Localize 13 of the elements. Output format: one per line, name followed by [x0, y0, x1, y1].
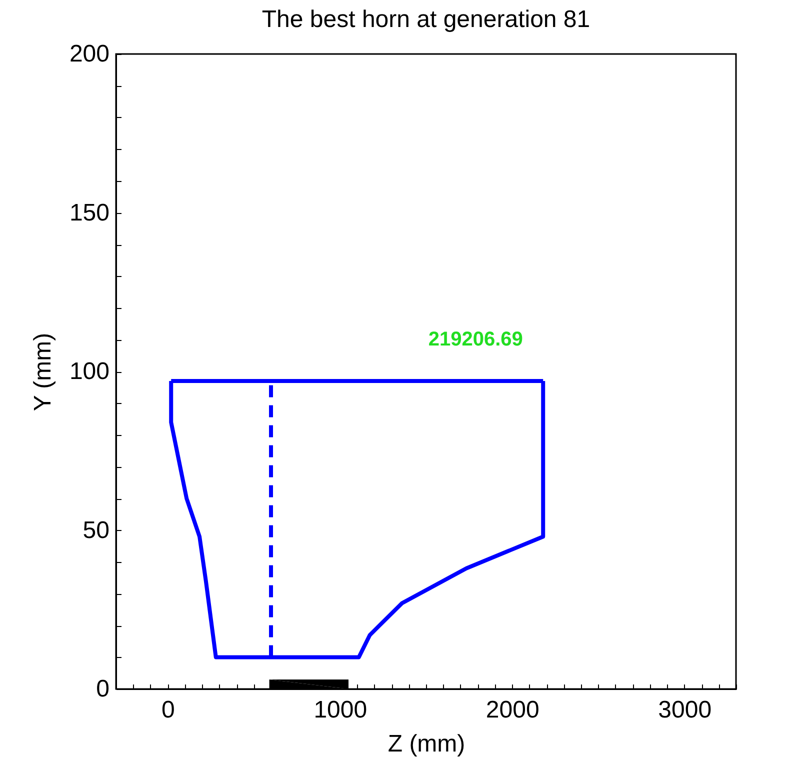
- x-tick-label: 2000: [486, 696, 540, 724]
- x-axis-title: Z (mm): [388, 730, 466, 758]
- x-tick-label: 0: [161, 696, 175, 724]
- y-tick-label: 200: [69, 40, 110, 68]
- y-tick-label: 50: [82, 516, 110, 544]
- x-tick-label: 1000: [314, 696, 368, 724]
- y-tick-label: 150: [69, 199, 110, 226]
- y-axis-title: Y (mm): [29, 332, 56, 412]
- annotation: 219206.69: [428, 328, 523, 350]
- y-tick-label: 0: [96, 676, 110, 702]
- chart-title: The best horn at generation 81: [262, 6, 590, 33]
- y-tick-label: 100: [69, 358, 110, 385]
- x-tick-label: 3000: [658, 696, 712, 724]
